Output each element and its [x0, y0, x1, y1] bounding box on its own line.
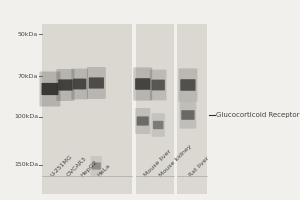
- Text: 50kDa: 50kDa: [18, 31, 38, 36]
- FancyBboxPatch shape: [133, 67, 152, 101]
- Bar: [136, 24, 174, 194]
- Text: Mouse kidney: Mouse kidney: [158, 144, 193, 178]
- FancyBboxPatch shape: [153, 121, 164, 129]
- FancyBboxPatch shape: [71, 69, 88, 99]
- FancyBboxPatch shape: [152, 80, 165, 90]
- Text: 100kDa: 100kDa: [14, 114, 38, 119]
- FancyBboxPatch shape: [135, 108, 150, 134]
- FancyBboxPatch shape: [89, 77, 104, 89]
- Text: Rat liver: Rat liver: [188, 156, 210, 178]
- Text: HeLa: HeLa: [96, 163, 111, 178]
- Text: Glucocorticoid Receptor: Glucocorticoid Receptor: [216, 112, 299, 118]
- FancyBboxPatch shape: [92, 162, 101, 170]
- FancyBboxPatch shape: [87, 67, 106, 99]
- FancyBboxPatch shape: [150, 70, 166, 100]
- FancyBboxPatch shape: [41, 83, 58, 95]
- FancyBboxPatch shape: [56, 69, 74, 101]
- Bar: [42, 24, 132, 194]
- FancyBboxPatch shape: [137, 116, 149, 126]
- FancyBboxPatch shape: [180, 101, 196, 129]
- Text: U-251MG: U-251MG: [50, 154, 74, 178]
- Text: OVCAR3: OVCAR3: [65, 156, 87, 178]
- FancyBboxPatch shape: [178, 68, 197, 102]
- FancyBboxPatch shape: [180, 79, 196, 91]
- FancyBboxPatch shape: [73, 79, 86, 89]
- FancyBboxPatch shape: [152, 113, 165, 137]
- Text: 70kDa: 70kDa: [18, 73, 38, 78]
- Text: Mouse liver: Mouse liver: [143, 149, 172, 178]
- FancyBboxPatch shape: [58, 79, 73, 91]
- Bar: [177, 24, 207, 194]
- FancyBboxPatch shape: [40, 72, 60, 106]
- FancyBboxPatch shape: [91, 156, 102, 176]
- FancyBboxPatch shape: [135, 78, 150, 90]
- Text: HepG2: HepG2: [80, 159, 98, 178]
- Text: 150kDa: 150kDa: [14, 162, 38, 168]
- FancyBboxPatch shape: [181, 110, 195, 120]
